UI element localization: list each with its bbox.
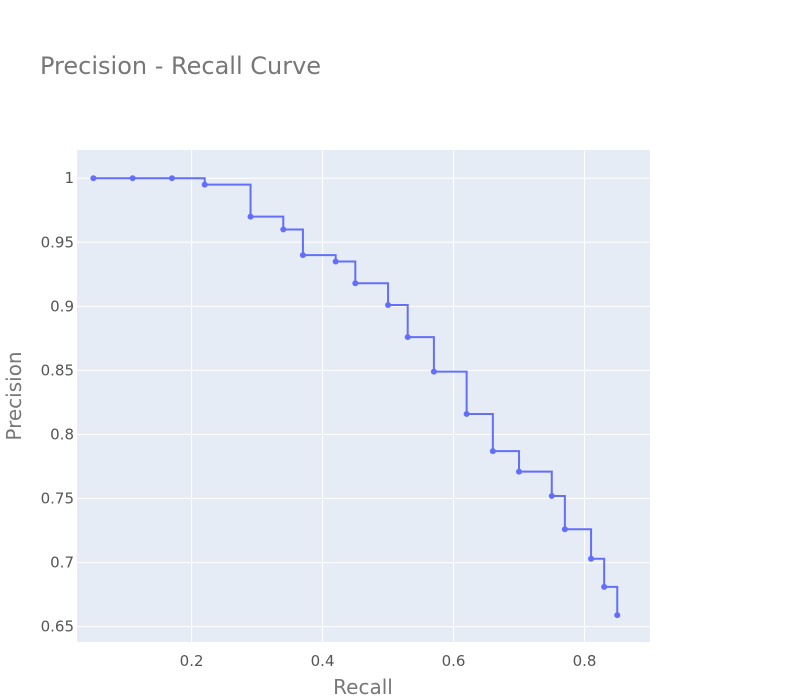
data-point	[299, 252, 306, 259]
data-point	[90, 175, 97, 182]
data-point	[385, 302, 392, 309]
y-tick-label: 0.8	[50, 425, 74, 443]
data-point	[489, 448, 496, 455]
data-point	[129, 175, 136, 182]
data-point	[404, 334, 411, 341]
data-point	[463, 410, 470, 417]
x-gridlines	[191, 150, 586, 642]
data-point	[352, 280, 359, 287]
x-tick-labels: 0.2 0.4 0.6 0.8	[180, 652, 597, 670]
data-point	[614, 612, 621, 619]
data-point	[247, 213, 254, 220]
data-point	[516, 468, 523, 475]
y-tick-label: 0.75	[41, 490, 74, 508]
y-tick-label: 0.9	[50, 297, 74, 315]
x-tick-label: 0.8	[573, 652, 597, 670]
data-point	[430, 368, 437, 375]
data-point	[280, 226, 287, 233]
data-point	[588, 555, 595, 562]
chart-title: Precision - Recall Curve	[40, 52, 321, 80]
x-tick-label: 0.2	[180, 652, 204, 670]
data-point	[548, 492, 555, 499]
y-tick-label: 0.85	[41, 361, 74, 379]
x-tick-label: 0.6	[442, 652, 466, 670]
y-tick-label: 0.7	[50, 554, 74, 572]
data-point	[601, 583, 608, 590]
data-point	[561, 526, 568, 533]
x-axis-title: Recall	[333, 675, 393, 699]
data-point	[201, 181, 208, 188]
data-points	[90, 175, 621, 619]
y-tick-label: 0.65	[41, 618, 74, 636]
data-point	[168, 175, 175, 182]
y-tick-labels: 0.65 0.7 0.75 0.8 0.85 0.9 0.95 1	[41, 169, 74, 635]
y-tick-label: 1	[64, 169, 74, 187]
y-axis-title: Precision	[2, 351, 26, 440]
plot-area	[77, 150, 650, 642]
x-tick-label: 0.4	[311, 652, 335, 670]
y-tick-label: 0.95	[41, 233, 74, 251]
data-point	[332, 258, 339, 265]
